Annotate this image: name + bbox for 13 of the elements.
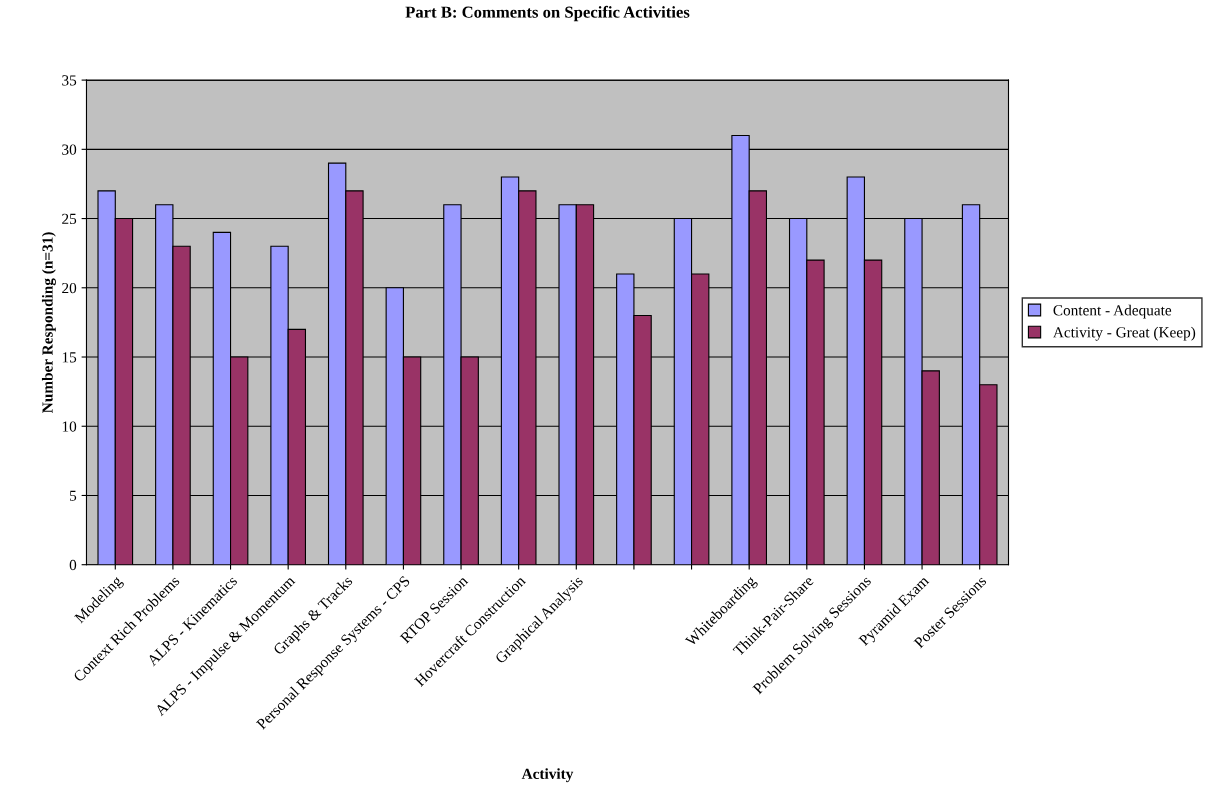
y-tick-label: 15	[62, 352, 77, 363]
y-tick-label: 20	[62, 282, 77, 294]
chart-title: Part B: Comments on Specific Activities	[405, 5, 690, 22]
y-tick-label: 0	[69, 559, 77, 571]
y-tick-label: 5	[70, 490, 77, 501]
legend-label: Activity - Great (Keep)	[1053, 326, 1196, 341]
x-axis-title: Activity	[521, 768, 574, 783]
y-tick-label: 35	[62, 75, 77, 86]
legend-label: Content - Adequate	[1053, 304, 1172, 319]
y-tick-label: 25	[62, 213, 77, 225]
y-axis-title: Number Responding (n=31)	[41, 232, 56, 413]
y-tick-label: 30	[62, 144, 77, 155]
y-tick-label: 10	[62, 421, 77, 432]
